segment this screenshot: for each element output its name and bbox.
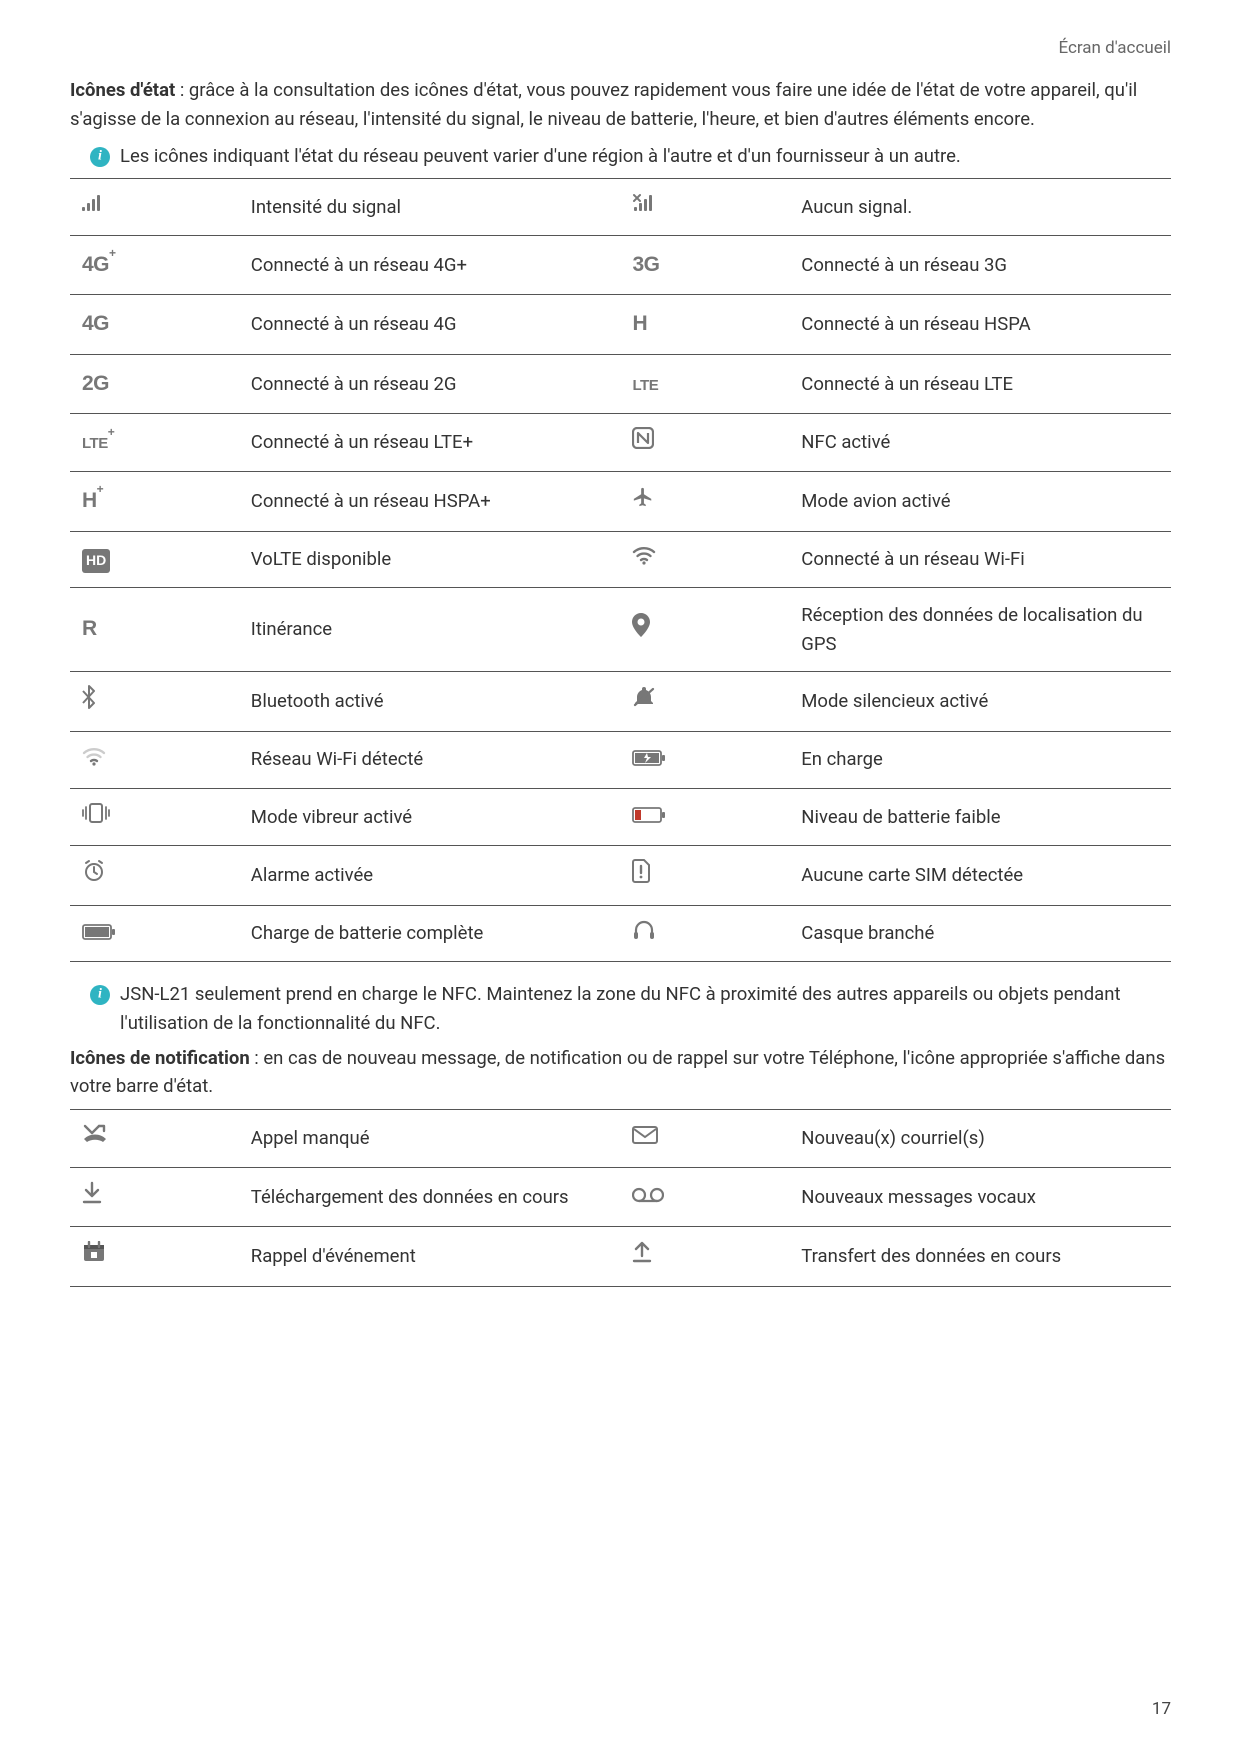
- notif-desc: Nouveaux messages vocaux: [793, 1167, 1171, 1227]
- status-desc: Aucune carte SIM détectée: [793, 846, 1171, 906]
- status-icons-table: Intensité du signal Aucun signal. 4G+ Co…: [70, 178, 1171, 962]
- status-desc: Réception des données de localisation du…: [793, 588, 1171, 672]
- status-desc: VoLTE disponible: [243, 531, 621, 587]
- info-note-2-text: JSN-L21 seulement prend en charge le NFC…: [120, 980, 1171, 1037]
- no-signal-icon: [632, 193, 658, 222]
- table-row: Rappel d'événement Transfert des données…: [70, 1227, 1171, 1287]
- status-desc: Alarme activée: [243, 846, 621, 906]
- table-row: 2G Connecté à un réseau 2G LTE Connecté …: [70, 354, 1171, 414]
- alarm-icon: [82, 859, 106, 892]
- notif-desc: Appel manqué: [243, 1110, 621, 1168]
- table-row: Charge de batterie complète Casque branc…: [70, 905, 1171, 961]
- 3g-icon: 3G: [632, 253, 659, 276]
- status-desc: Charge de batterie complète: [243, 905, 621, 961]
- table-row: Bluetooth activé Mode silencieux activé: [70, 672, 1171, 732]
- hd-icon: HD: [82, 549, 110, 573]
- roaming-icon: R: [82, 617, 97, 640]
- table-row: HD VoLTE disponible Connecté à un réseau…: [70, 531, 1171, 587]
- airplane-icon: [632, 486, 654, 517]
- 4gplus-icon: 4G+: [82, 253, 116, 276]
- notification-icons-table: Appel manqué Nouveau(x) courriel(s) Télé…: [70, 1109, 1171, 1287]
- intro-text: : grâce à la consultation des icônes d'é…: [70, 79, 1137, 130]
- wifi-icon: [632, 545, 656, 574]
- no-sim-icon: [632, 859, 650, 892]
- status-desc: Bluetooth activé: [243, 672, 621, 732]
- notif-desc: Rappel d'événement: [243, 1227, 621, 1287]
- info-icon: [90, 985, 110, 1005]
- table-row: Intensité du signal Aucun signal.: [70, 179, 1171, 235]
- table-row: 4G+ Connecté à un réseau 4G+ 3G Connecté…: [70, 235, 1171, 295]
- lte-icon: LTE: [632, 377, 658, 394]
- download-icon: [82, 1181, 102, 1214]
- battery-low-icon: [632, 803, 666, 832]
- signal-icon: [82, 193, 106, 222]
- status-desc: Casque branché: [793, 905, 1171, 961]
- location-icon: [632, 613, 650, 646]
- notif-desc: Nouveau(x) courriel(s): [793, 1110, 1171, 1168]
- status-desc: Connecté à un réseau 4G+: [243, 235, 621, 295]
- intro-paragraph: Icônes d'état : grâce à la consultation …: [70, 76, 1171, 133]
- status-desc: Connecté à un réseau 3G: [793, 235, 1171, 295]
- status-desc: Connecté à un réseau 4G: [243, 295, 621, 355]
- 4g-icon: 4G: [82, 312, 109, 335]
- status-desc: Aucun signal.: [793, 179, 1171, 235]
- notif-desc: Téléchargement des données en cours: [243, 1167, 621, 1227]
- status-desc: Mode silencieux activé: [793, 672, 1171, 732]
- breadcrumb: Écran d'accueil: [70, 35, 1171, 61]
- table-row: 4G Connecté à un réseau 4G H Connecté à …: [70, 295, 1171, 355]
- table-row: H+ Connecté à un réseau HSPA+ Mode avion…: [70, 472, 1171, 532]
- nfc-icon: [632, 427, 654, 458]
- info-note-1-text: Les icônes indiquant l'état du réseau pe…: [120, 142, 1171, 171]
- table-row: Réseau Wi-Fi détecté En charge: [70, 732, 1171, 788]
- upload-icon: [632, 1240, 652, 1273]
- status-desc: Connecté à un réseau LTE+: [243, 414, 621, 472]
- calendar-icon: [82, 1241, 106, 1272]
- info-note-2: JSN-L21 seulement prend en charge le NFC…: [90, 980, 1171, 1037]
- page-number: 17: [1152, 1696, 1171, 1722]
- status-desc: Réseau Wi-Fi détecté: [243, 732, 621, 788]
- missed-call-icon: [82, 1123, 108, 1154]
- table-row: Alarme activée Aucune carte SIM détectée: [70, 846, 1171, 906]
- mail-icon: [632, 1124, 658, 1153]
- notif-desc: Transfert des données en cours: [793, 1227, 1171, 1287]
- wifi-weak-icon: [82, 746, 106, 775]
- voicemail-icon: [632, 1183, 664, 1212]
- status-desc: NFC activé: [793, 414, 1171, 472]
- status-desc: Connecté à un réseau HSPA: [793, 295, 1171, 355]
- status-desc: Connecté à un réseau 2G: [243, 354, 621, 414]
- status-desc: En charge: [793, 732, 1171, 788]
- table-row: Mode vibreur activé Niveau de batterie f…: [70, 788, 1171, 846]
- vibrate-icon: [82, 802, 110, 833]
- status-desc: Connecté à un réseau Wi-Fi: [793, 531, 1171, 587]
- table-row: R Itinérance Réception des données de lo…: [70, 588, 1171, 672]
- notif-intro: Icônes de notification : en cas de nouve…: [70, 1044, 1171, 1101]
- mute-icon: [632, 686, 656, 717]
- notif-intro-bold: Icônes de notification: [70, 1047, 250, 1069]
- status-desc: Connecté à un réseau LTE: [793, 354, 1171, 414]
- info-icon: [90, 147, 110, 167]
- status-desc: Connecté à un réseau HSPA+: [243, 472, 621, 532]
- table-row: Appel manqué Nouveau(x) courriel(s): [70, 1110, 1171, 1168]
- status-desc: Intensité du signal: [243, 179, 621, 235]
- table-row: Téléchargement des données en cours Nouv…: [70, 1167, 1171, 1227]
- h-icon: H: [632, 312, 647, 335]
- status-desc: Itinérance: [243, 588, 621, 672]
- battery-full-icon: [82, 920, 116, 949]
- hplus-icon: H+: [82, 489, 103, 512]
- charging-icon: [632, 746, 666, 775]
- headphones-icon: [632, 920, 656, 949]
- status-desc: Niveau de batterie faible: [793, 788, 1171, 846]
- status-desc: Mode vibreur activé: [243, 788, 621, 846]
- lteplus-icon: LTE+: [82, 435, 114, 452]
- info-note-1: Les icônes indiquant l'état du réseau pe…: [90, 142, 1171, 171]
- table-row: LTE+ Connecté à un réseau LTE+ NFC activ…: [70, 414, 1171, 472]
- bluetooth-icon: [82, 685, 96, 718]
- intro-bold: Icônes d'état: [70, 79, 175, 101]
- 2g-icon: 2G: [82, 372, 109, 395]
- status-desc: Mode avion activé: [793, 472, 1171, 532]
